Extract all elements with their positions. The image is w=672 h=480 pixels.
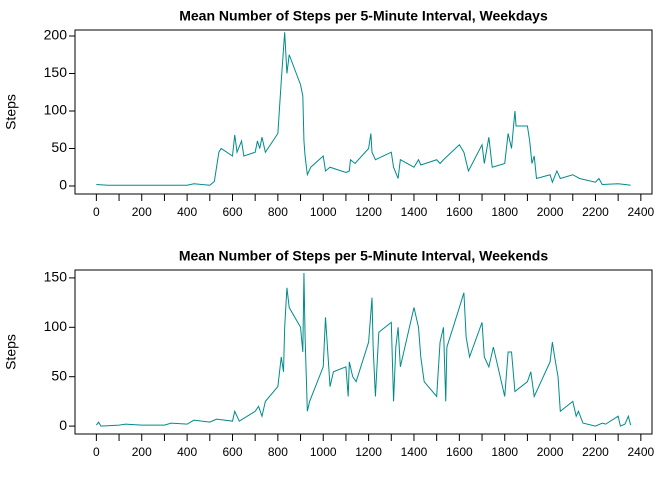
x-tick-label: 2000 [537, 205, 564, 219]
x-tick-label: 2000 [537, 445, 564, 459]
x-tick-label: 1000 [310, 205, 337, 219]
x-tick-label: 200 [132, 205, 152, 219]
x-tick-label: 1600 [446, 205, 473, 219]
x-tick-label: 0 [93, 445, 100, 459]
x-tick-label: 600 [222, 205, 242, 219]
y-tick-label: 0 [59, 417, 67, 433]
y-axis-label: Steps [3, 94, 19, 130]
x-tick-label: 1600 [446, 445, 473, 459]
x-tick-label: 600 [222, 445, 242, 459]
x-tick-label: 200 [132, 445, 152, 459]
y-tick-label: 100 [44, 102, 68, 118]
x-tick-label: 800 [268, 445, 288, 459]
y-tick-label: 100 [44, 318, 68, 334]
y-tick-label: 0 [59, 177, 67, 193]
x-tick-label: 1800 [491, 205, 518, 219]
data-line [95, 272, 632, 427]
y-tick-label: 50 [51, 367, 67, 383]
x-tick-label: 0 [93, 205, 100, 219]
x-tick-label: 400 [177, 205, 197, 219]
x-tick-label: 2400 [627, 445, 654, 459]
chart-title: Mean Number of Steps per 5-Minute Interv… [179, 248, 548, 264]
y-tick-label: 150 [44, 64, 68, 80]
x-tick-label: 2400 [627, 205, 654, 219]
x-tick-label: 1400 [401, 205, 428, 219]
plot-box [74, 269, 653, 435]
chart-title: Mean Number of Steps per 5-Minute Interv… [179, 8, 548, 24]
x-tick-label: 1000 [310, 445, 337, 459]
x-tick-label: 2200 [582, 445, 609, 459]
x-tick-label: 1200 [355, 205, 382, 219]
y-axis-label: Steps [3, 334, 19, 370]
y-tick-label: 150 [44, 269, 68, 285]
x-tick-label: 1800 [491, 445, 518, 459]
plot-box [74, 29, 653, 195]
x-tick-label: 1200 [355, 445, 382, 459]
x-tick-label: 1400 [401, 445, 428, 459]
x-tick-label: 2200 [582, 205, 609, 219]
x-tick-label: 400 [177, 445, 197, 459]
data-line [96, 32, 631, 186]
y-tick-label: 200 [44, 27, 68, 43]
y-tick-label: 50 [51, 139, 67, 155]
x-tick-label: 800 [268, 205, 288, 219]
